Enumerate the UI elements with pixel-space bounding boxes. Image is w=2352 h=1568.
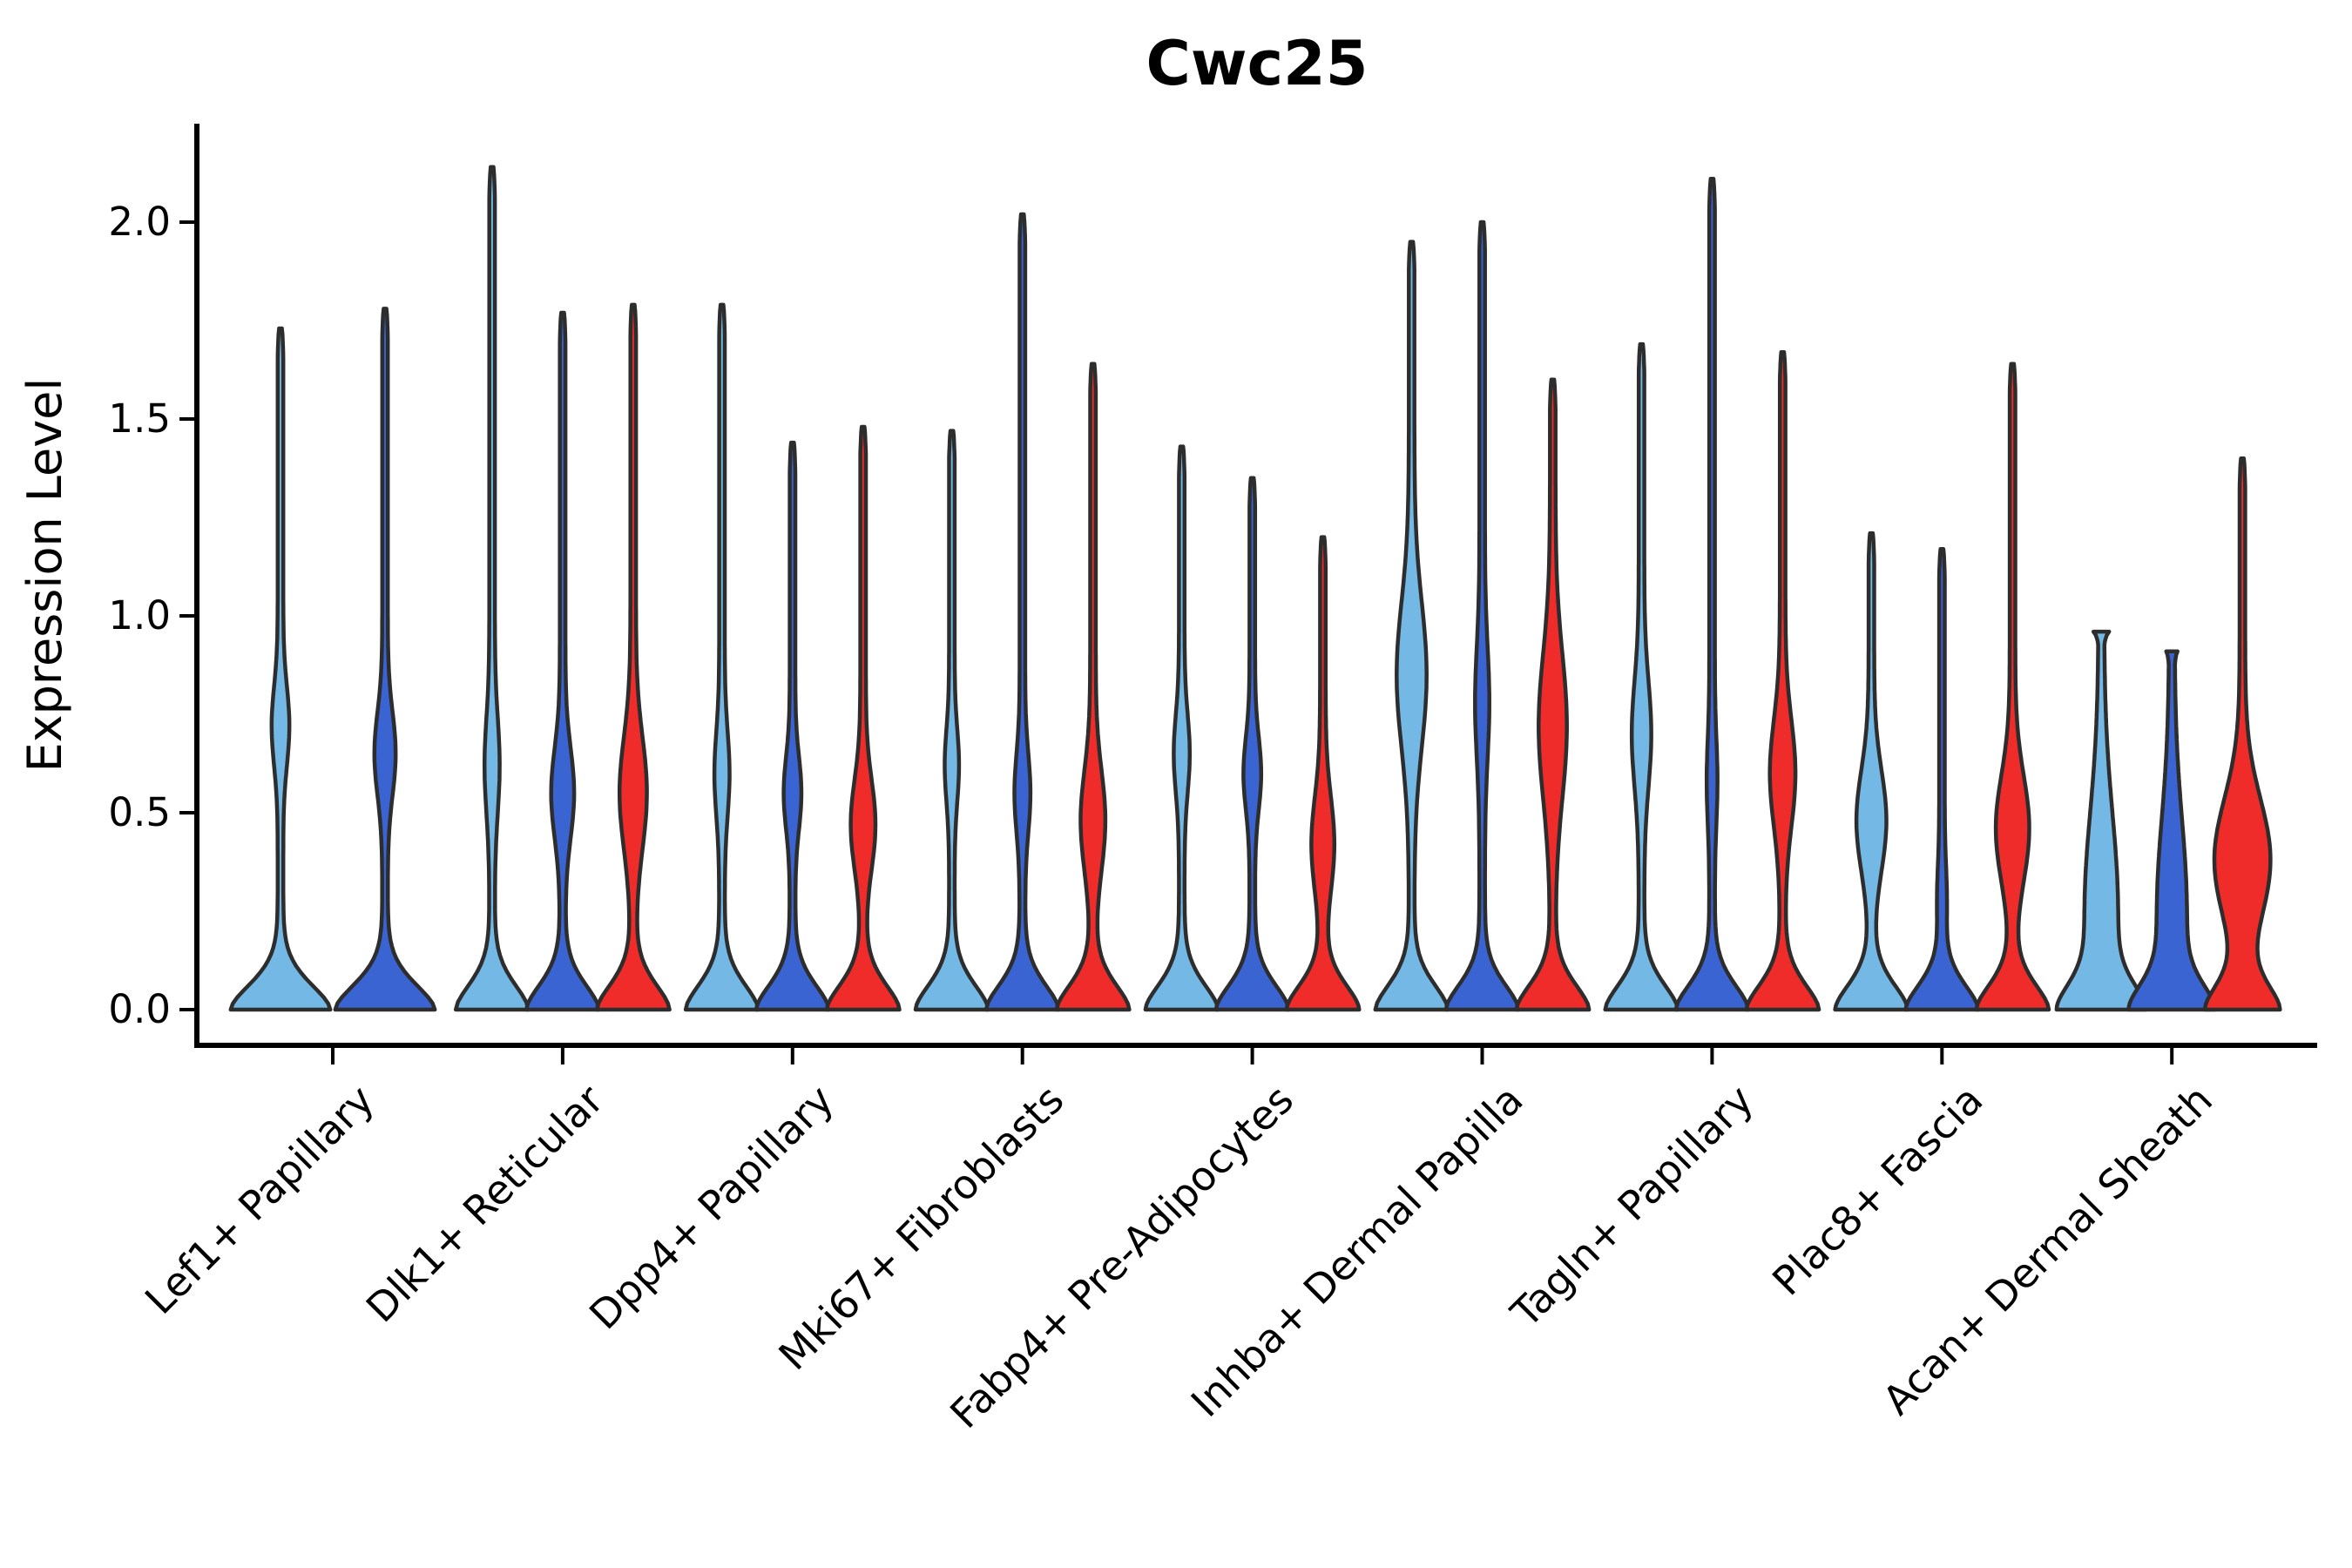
violin-3-light-blue xyxy=(683,302,760,1012)
violin-5-dark-blue xyxy=(1213,476,1291,1012)
violin-9-dark-blue xyxy=(2126,649,2218,1012)
violin-1-light-blue xyxy=(228,326,333,1012)
violin-5-red xyxy=(1284,535,1362,1012)
violin-9-light-blue xyxy=(2054,629,2148,1012)
violin-6-dark-blue xyxy=(1443,220,1521,1012)
violin-6-red xyxy=(1514,377,1592,1012)
violin-5-light-blue xyxy=(1143,444,1220,1012)
violin-4-light-blue xyxy=(913,429,990,1012)
violin-2-red xyxy=(594,302,672,1012)
violin-4-red xyxy=(1054,362,1132,1012)
y-tick-label: 2.0 xyxy=(108,199,171,245)
violin-3-dark-blue xyxy=(754,440,831,1012)
violin-3-red xyxy=(824,424,902,1012)
y-tick-label: 0.5 xyxy=(108,789,171,835)
y-tick-label: 1.5 xyxy=(108,395,171,442)
y-tick-label: 0.0 xyxy=(108,986,171,1032)
y-tick-label: 1.0 xyxy=(108,592,171,639)
violin-9-red xyxy=(2202,456,2282,1012)
violin-4-dark-blue xyxy=(983,212,1061,1012)
violin-1-dark-blue xyxy=(333,307,437,1012)
violin-7-light-blue xyxy=(1603,341,1680,1012)
violin-8-dark-blue xyxy=(1903,546,1981,1012)
violin-7-red xyxy=(1744,349,1821,1012)
plot-title: Cwc25 xyxy=(1146,28,1369,99)
violin-7-dark-blue xyxy=(1673,177,1751,1012)
violin-8-light-blue xyxy=(1833,531,1910,1012)
violin-6-light-blue xyxy=(1373,240,1450,1012)
violin-2-light-blue xyxy=(453,165,531,1012)
violin-2-dark-blue xyxy=(524,310,601,1012)
violin-8-red xyxy=(1974,362,2051,1012)
